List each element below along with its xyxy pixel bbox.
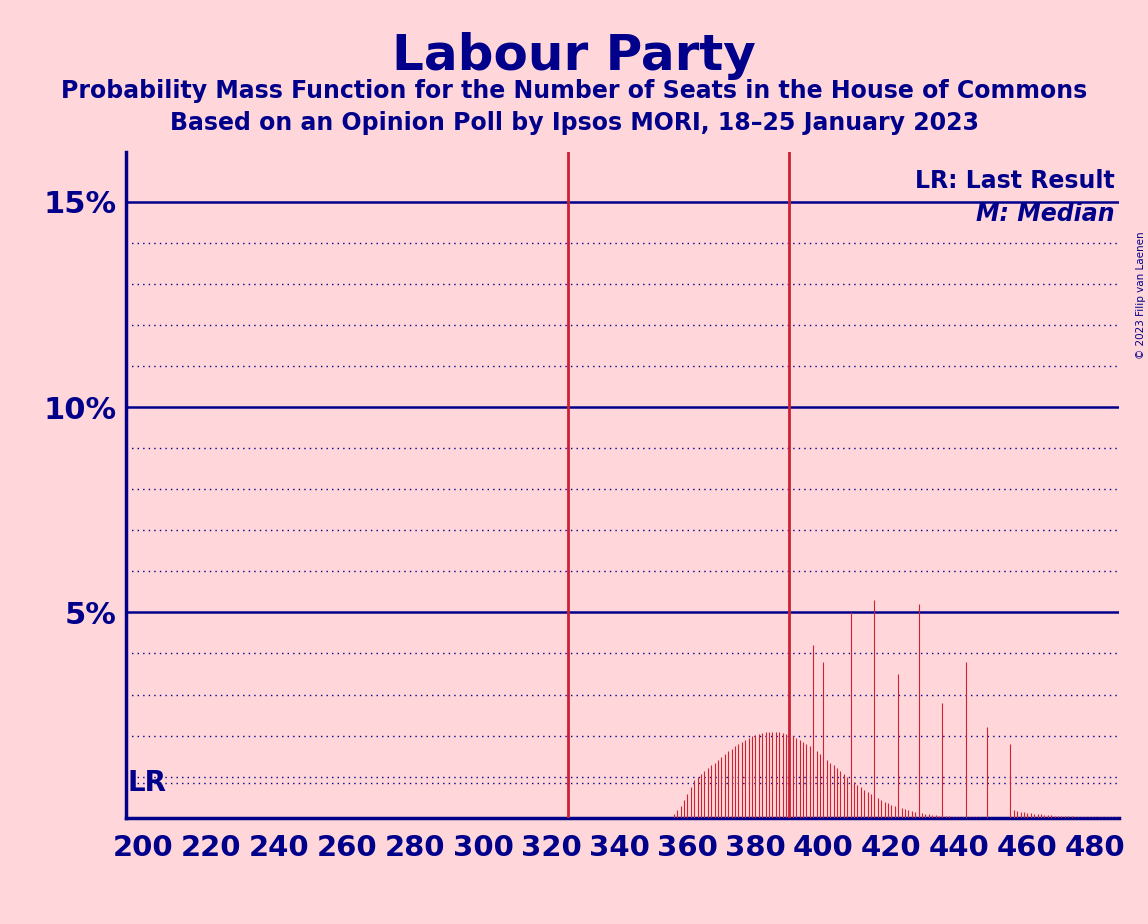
Text: Based on an Opinion Poll by Ipsos MORI, 18–25 January 2023: Based on an Opinion Poll by Ipsos MORI, … (170, 111, 978, 135)
Text: LR: Last Result: LR: Last Result (915, 169, 1115, 193)
Text: © 2023 Filip van Laenen: © 2023 Filip van Laenen (1135, 231, 1146, 359)
Text: M: Median: M: Median (976, 202, 1115, 226)
Text: Probability Mass Function for the Number of Seats in the House of Commons: Probability Mass Function for the Number… (61, 79, 1087, 103)
Text: Labour Party: Labour Party (393, 32, 755, 80)
Text: LR: LR (127, 769, 166, 796)
